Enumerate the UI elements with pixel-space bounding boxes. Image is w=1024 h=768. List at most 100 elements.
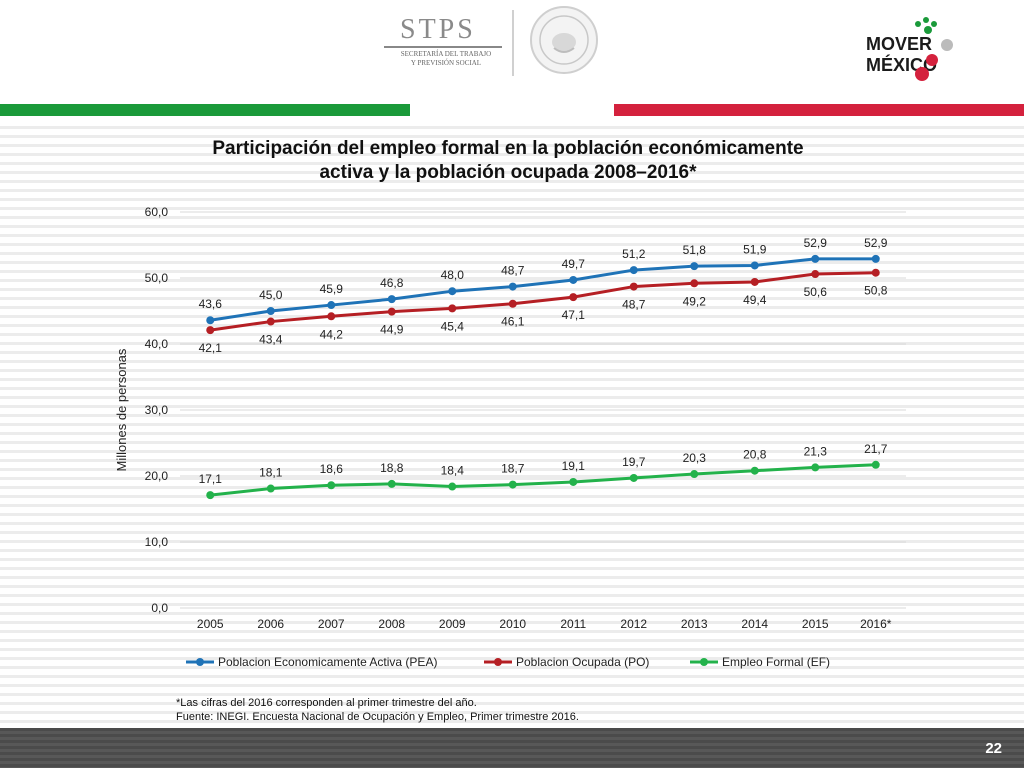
legend-label: Poblacion Economicamente Activa (PEA) (218, 655, 437, 669)
data-label: 45,9 (320, 282, 344, 296)
series-line-pea (210, 257, 876, 322)
data-label: 19,1 (562, 459, 586, 473)
y-tick-label: 0,0 (151, 601, 168, 615)
y-tick-label: 40,0 (145, 337, 169, 351)
data-point (448, 304, 457, 313)
footer-bar (0, 728, 1024, 768)
grid-lines (180, 211, 906, 609)
data-label: 20,3 (683, 451, 707, 465)
stps-logo-title: STPS (400, 14, 476, 45)
data-label: 49,4 (743, 293, 767, 307)
x-tick-label: 2013 (681, 617, 708, 631)
data-label: 18,8 (380, 461, 404, 475)
data-point (327, 301, 336, 310)
series-pea: 43,6 45,0 45,9 46,8 48,0 48,7 49,7 51,2 51,8 51,9… (199, 236, 888, 325)
data-point (508, 282, 517, 291)
x-tick-labels: 2005 2006 2007 2008 2009 2010 2011 2012 2013 2014… (197, 617, 892, 631)
data-label: 17,1 (199, 472, 223, 486)
x-tick-label: 2008 (378, 617, 405, 631)
x-tick-label: 2016* (860, 617, 892, 631)
y-tick-label: 50,0 (145, 271, 169, 285)
stps-sub-line-2: Y PREVISIÓN SOCIAL (410, 59, 482, 67)
green-band (0, 104, 410, 116)
data-point (569, 293, 578, 302)
legend-label: Empleo Formal (EF) (722, 655, 830, 669)
data-point (811, 254, 820, 263)
data-label: 49,7 (562, 257, 586, 271)
data-point (629, 282, 638, 291)
chart-title-line-2: activa y la población ocupada 2008–2016* (319, 162, 697, 183)
data-label: 45,4 (441, 319, 465, 333)
data-point (569, 477, 578, 486)
data-point (387, 295, 396, 304)
data-label: 44,9 (380, 323, 404, 337)
data-point (871, 254, 880, 263)
legend-marker (494, 658, 502, 666)
data-label: 18,6 (320, 462, 344, 476)
data-point (448, 287, 457, 296)
data-label: 49,2 (683, 294, 707, 308)
y-tick-label: 60,0 (145, 205, 169, 219)
data-point (448, 482, 457, 491)
series-lines: 43,6 45,0 45,9 46,8 48,0 48,7 49,7 51,2 51,8 51,9… (199, 236, 888, 500)
legend-marker (700, 658, 708, 666)
mover-logo-left: MOVER (866, 34, 933, 54)
header: STPS SECRETARÍA DEL TRABAJO Y PREVISIÓN … (0, 0, 1024, 104)
data-point (750, 261, 759, 270)
data-point (690, 262, 699, 271)
legend: Poblacion Economicamente Activa (PEA) Pob… (186, 655, 830, 669)
data-point (327, 481, 336, 490)
series-line-po (210, 271, 876, 332)
stps-divider (384, 46, 502, 48)
mover-logo-dots-icon (915, 17, 938, 81)
data-label: 48,0 (441, 268, 465, 282)
page-number: 22 (985, 740, 1002, 757)
stps-sub-line-1: SECRETARÍA DEL TRABAJO (400, 50, 492, 58)
stps-logo-subtitle: SECRETARÍA DEL TRABAJO Y PREVISIÓN SOCIA… (384, 50, 508, 68)
red-band (614, 104, 1024, 116)
logo-dot-icon (941, 39, 954, 52)
data-label: 50,6 (804, 285, 828, 299)
data-point (690, 279, 699, 288)
data-point (266, 484, 275, 493)
data-point (690, 470, 699, 479)
data-point (750, 277, 759, 286)
y-tick-label: 30,0 (145, 403, 169, 417)
data-label: 21,3 (804, 444, 828, 458)
data-point (206, 316, 215, 325)
data-point (871, 268, 880, 277)
data-point (508, 299, 517, 308)
data-point (327, 312, 336, 321)
header-separator (512, 10, 514, 76)
data-label: 42,1 (199, 341, 223, 355)
national-seal-icon (530, 6, 598, 74)
x-tick-label: 2010 (499, 617, 526, 631)
x-tick-label: 2005 (197, 617, 224, 631)
data-point (266, 317, 275, 326)
data-label: 20,8 (743, 448, 767, 462)
legend-label: Poblacion Ocupada (PO) (516, 655, 649, 669)
x-tick-label: 2014 (741, 617, 768, 631)
data-point (387, 307, 396, 316)
data-label: 18,7 (501, 462, 525, 476)
data-point (629, 473, 638, 482)
data-label: 48,7 (622, 298, 646, 312)
data-label: 51,9 (743, 242, 767, 256)
data-point (811, 270, 820, 279)
x-tick-label: 2009 (439, 617, 466, 631)
data-point (569, 275, 578, 284)
data-label: 52,9 (864, 236, 888, 250)
data-label: 50,8 (864, 284, 888, 298)
data-label: 19,7 (622, 455, 646, 469)
y-tick-label: 10,0 (145, 535, 169, 549)
data-label: 18,1 (259, 466, 283, 480)
data-point (871, 460, 880, 469)
data-label: 51,8 (683, 243, 707, 257)
data-label: 43,6 (199, 297, 223, 311)
data-point (387, 479, 396, 488)
x-tick-label: 2006 (257, 617, 284, 631)
data-label: 44,2 (320, 327, 344, 341)
data-label: 21,7 (864, 442, 888, 456)
data-point (206, 491, 215, 500)
footnote: *Las cifras del 2016 corresponden al pri… (176, 697, 477, 709)
